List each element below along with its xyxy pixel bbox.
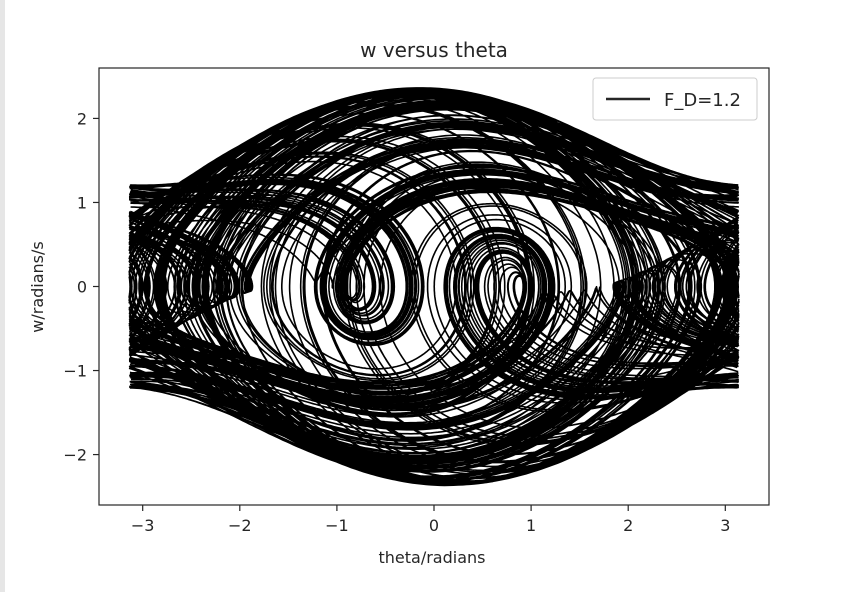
x-tick-label: 3: [720, 516, 730, 535]
x-axis: −3 −2 −1 0 1 2 3: [131, 505, 730, 535]
y-tick-label: 1: [77, 193, 87, 212]
legend-label: F_D=1.2: [664, 90, 741, 111]
plot-area: [128, 87, 740, 487]
legend: F_D=1.2: [592, 77, 758, 121]
y-axis: −2 −1 0 1 2: [63, 109, 99, 465]
y-tick-label: −2: [63, 446, 87, 465]
x-tick-label: −3: [131, 516, 155, 535]
series-line-fd-1-2: [128, 87, 740, 487]
y-tick-label: −1: [63, 362, 87, 381]
window-edge: [0, 0, 5, 592]
y-tick-label: 2: [77, 109, 87, 128]
chart-title: w versus theta: [360, 38, 508, 62]
x-axis-label: theta/radians: [379, 548, 486, 567]
x-tick-label: −2: [228, 516, 252, 535]
y-tick-label: 0: [77, 278, 87, 297]
y-axis-label: w/radians/s: [28, 241, 47, 332]
x-tick-label: 0: [429, 516, 439, 535]
x-tick-label: 2: [623, 516, 633, 535]
x-tick-label: −1: [325, 516, 349, 535]
legend-box: [592, 77, 758, 121]
x-tick-label: 1: [526, 516, 536, 535]
